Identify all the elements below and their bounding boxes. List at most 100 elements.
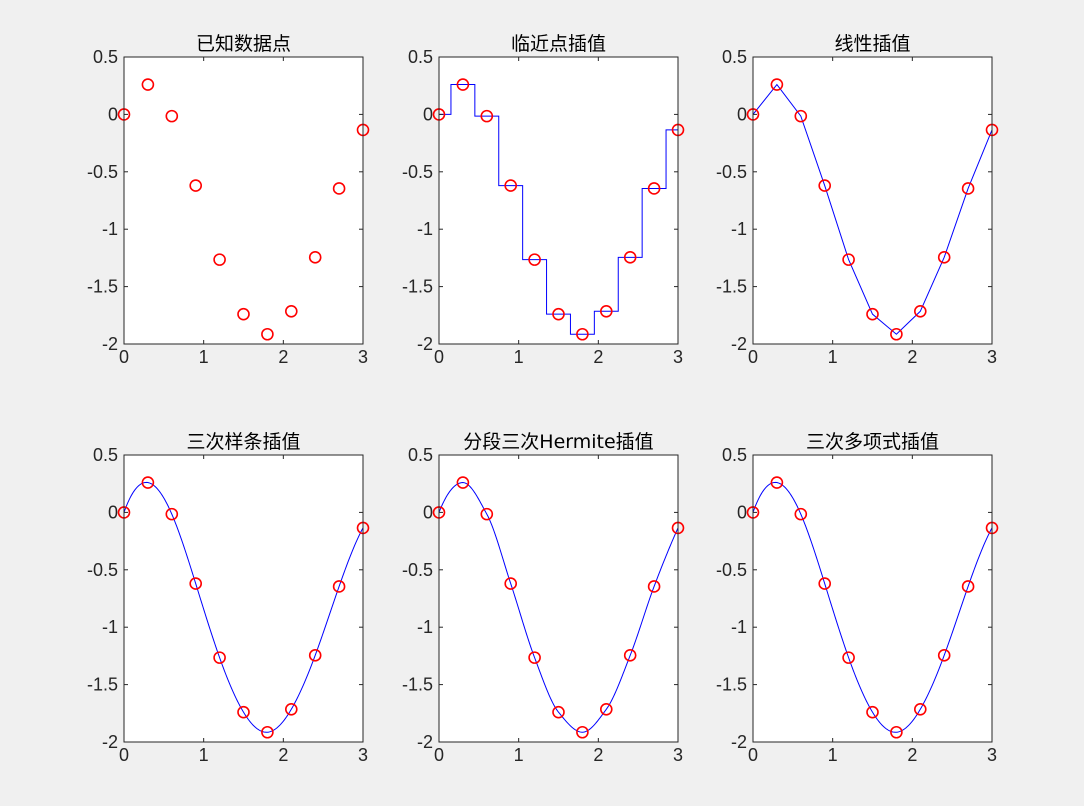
y-tick-label: -2 — [731, 334, 747, 354]
x-tick-label: 0 — [434, 347, 444, 367]
x-tick-label: 1 — [828, 745, 838, 765]
y-tick-label: -1.5 — [716, 675, 747, 695]
data-point-marker — [189, 179, 202, 192]
data-point-marker — [576, 327, 589, 341]
data-point-marker — [647, 182, 661, 195]
data-point-marker — [770, 78, 784, 91]
data-point-marker — [770, 476, 784, 489]
data-point-marker — [866, 307, 879, 321]
x-tick-label: 3 — [358, 347, 368, 367]
y-tick-label: -1 — [102, 219, 118, 239]
y-tick-label: -0.5 — [716, 162, 747, 182]
y-tick-label: 0 — [737, 104, 747, 124]
data-point-marker — [528, 651, 541, 664]
subplot-title: 临近点插值 — [511, 33, 606, 55]
data-point-marker — [261, 725, 274, 739]
data-point-marker — [818, 577, 832, 590]
x-tick-label: 1 — [199, 347, 209, 367]
x-tick-label: 2 — [593, 745, 603, 765]
data-point-marker — [842, 253, 855, 266]
y-tick-label: -1 — [731, 219, 747, 239]
data-point-marker — [504, 577, 518, 590]
data-point-marker — [456, 476, 470, 489]
data-point-marker — [284, 702, 298, 716]
subplot-title: 已知数据点 — [196, 33, 291, 55]
y-tick-label: 0 — [108, 104, 118, 124]
axes-box — [123, 454, 364, 743]
data-point-marker — [866, 705, 879, 719]
data-point-marker — [599, 702, 613, 716]
y-tick-label: -1.5 — [402, 277, 433, 297]
data-point-marker — [456, 78, 470, 91]
data-point-marker — [332, 580, 346, 593]
data-point-marker — [794, 507, 808, 521]
data-point-marker — [213, 253, 226, 266]
y-tick-label: -1.5 — [87, 675, 118, 695]
y-tick-label: 0.5 — [93, 47, 118, 67]
y-tick-label: -0.5 — [402, 162, 433, 182]
subplot-6: 0 1 2 3 -2 -1.5 -1 -0.5 0 0.5 三次多项式插值 — [716, 431, 999, 765]
data-point-marker — [141, 476, 155, 489]
y-tick-label: -2 — [102, 334, 118, 354]
subplot-title: 分段三次Hermite插值 — [463, 431, 653, 453]
data-point-marker — [332, 182, 346, 195]
x-tick-label: 2 — [278, 347, 288, 367]
y-tick-label: -1 — [102, 617, 118, 637]
y-tick-label: -0.5 — [716, 560, 747, 580]
data-point-marker — [818, 179, 832, 192]
y-tick-label: 0 — [108, 502, 118, 522]
data-point-marker — [623, 251, 637, 264]
data-point-marker — [237, 705, 250, 719]
y-tick-label: 0.5 — [408, 445, 433, 465]
axes-box — [752, 454, 993, 743]
data-point-marker — [141, 78, 155, 91]
data-point-marker — [504, 179, 518, 192]
axes-background — [753, 455, 992, 742]
interpolation-line — [124, 481, 363, 733]
x-tick-label: 3 — [673, 347, 683, 367]
axes-background — [124, 57, 363, 344]
data-point-marker — [528, 253, 541, 266]
axes-background — [439, 455, 678, 742]
data-point-marker — [623, 649, 637, 662]
x-tick-label: 0 — [119, 347, 129, 367]
data-point-marker — [480, 507, 494, 521]
data-point-marker — [890, 725, 903, 739]
x-tick-label: 0 — [119, 745, 129, 765]
x-tick-label: 0 — [748, 347, 758, 367]
subplot-title: 三次多项式插值 — [806, 431, 939, 453]
subplot-title: 线性插值 — [834, 33, 910, 55]
subplot-5: 0 1 2 3 -2 -1.5 -1 -0.5 0 0.5 分段三次Hermite插值 — [402, 431, 685, 765]
data-point-marker — [308, 251, 322, 264]
data-point-marker — [237, 307, 250, 321]
axes-background — [439, 57, 678, 344]
x-tick-label: 1 — [514, 347, 524, 367]
data-point-marker — [599, 304, 613, 318]
data-point-marker — [552, 705, 565, 719]
data-point-marker — [284, 304, 298, 318]
data-point-marker — [165, 507, 179, 521]
y-tick-label: -2 — [731, 732, 747, 752]
y-tick-label: 0.5 — [93, 445, 118, 465]
axes-box — [438, 454, 679, 743]
data-point-marker — [794, 109, 808, 123]
y-tick-label: 0 — [423, 104, 433, 124]
data-point-marker — [189, 577, 202, 590]
y-tick-label: -0.5 — [87, 560, 118, 580]
data-point-marker — [961, 182, 975, 195]
y-tick-label: -1.5 — [87, 277, 118, 297]
x-tick-label: 1 — [199, 745, 209, 765]
subplot-1: 0 1 2 3 -2 -1.5 -1 -0.5 0 0.5 已知数据点 — [87, 33, 370, 367]
x-tick-label: 3 — [358, 745, 368, 765]
subplot-title: 三次样条插值 — [186, 431, 300, 453]
x-tick-label: 1 — [514, 745, 524, 765]
x-tick-label: 3 — [987, 347, 997, 367]
interpolation-line — [753, 481, 992, 733]
data-point-marker — [913, 304, 927, 318]
data-point-marker — [890, 327, 903, 341]
data-point-marker — [261, 327, 274, 341]
axes-box — [123, 56, 364, 345]
y-tick-label: -1 — [417, 617, 433, 637]
data-point-marker — [213, 651, 226, 664]
